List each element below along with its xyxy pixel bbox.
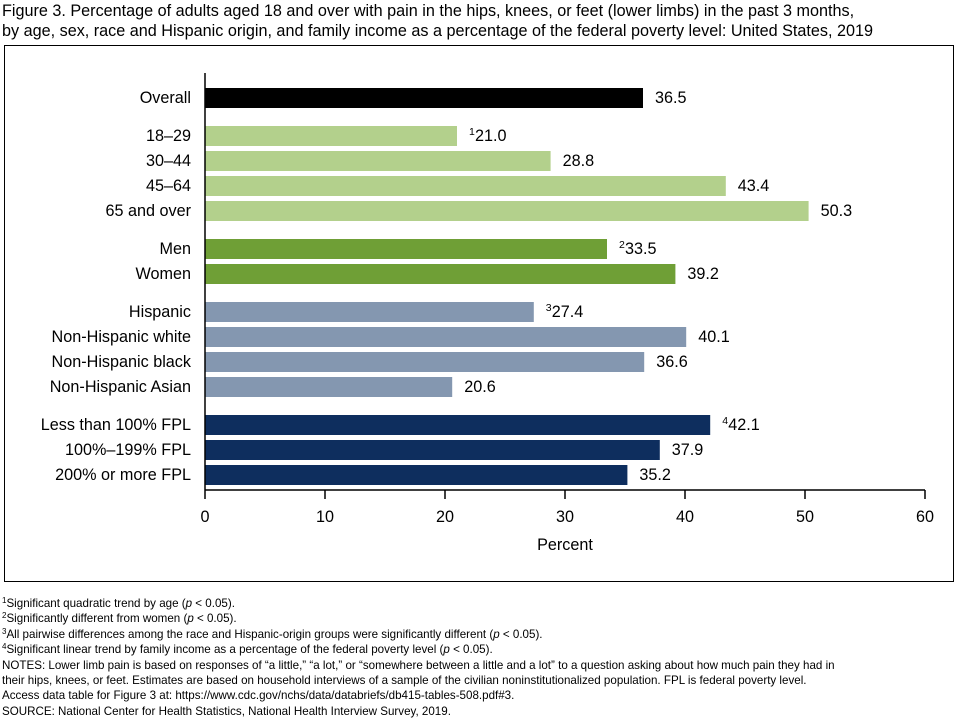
- value-label-45-64: 43.4: [738, 177, 770, 195]
- category-label-200-or-more-fpl: 200% or more FPL: [55, 466, 191, 484]
- value-label-100-199-fpl: 37.9: [672, 441, 704, 459]
- bar-chart: Overall 36.5 18–29 1 21.0 30–44 28.8 45–64 43.4 6…: [41, 73, 934, 554]
- footnote-1-tail: < 0.05).: [192, 597, 235, 610]
- source-note: SOURCE: National Center for Health Stati…: [2, 704, 451, 718]
- bar-non-hispanic-black: [205, 352, 645, 372]
- footnote-2: 2Significantly different from women (p <…: [2, 611, 958, 626]
- category-label-non-hispanic-white: Non-Hispanic white: [52, 328, 191, 346]
- x-tick-label-0: 0: [200, 508, 209, 526]
- footnote-2-text: Significantly different from women (: [6, 612, 188, 626]
- x-tick-label-20: 20: [436, 508, 454, 526]
- footnote-1-mark: 1: [2, 596, 7, 605]
- category-label-women: Women: [136, 265, 191, 283]
- value-label-overall: 36.5: [655, 89, 687, 107]
- value-label-women: 39.2: [687, 265, 719, 283]
- x-tick-label-40: 40: [676, 508, 694, 526]
- footnote-1: 1Significant quadratic trend by age (p <…: [2, 596, 958, 611]
- figure-title-line-1: Figure 3. Percentage of adults aged 18 a…: [2, 2, 855, 20]
- footnote-marker-less-than-100-fpl: 4: [722, 415, 728, 427]
- bar-overall: [205, 88, 643, 108]
- footnote-2-tail: < 0.05).: [193, 612, 237, 626]
- chart-frame: Overall 36.5 18–29 1 21.0 30–44 28.8 45–64 43.4 6…: [4, 45, 954, 582]
- x-tick-label-60: 60: [916, 508, 934, 526]
- value-label-30-44: 28.8: [563, 152, 595, 170]
- footnote-4-mark: 4: [2, 642, 7, 652]
- bar-women: [205, 264, 676, 284]
- figure-title-line-2: by age, sex, race and Hispanic origin, a…: [2, 22, 874, 40]
- category-label-18-29: 18–29: [146, 127, 191, 145]
- value-label-non-hispanic-asian: 20.6: [464, 378, 496, 396]
- x-axis-title: Percent: [537, 536, 593, 554]
- bar-less-than-100-fpl: [205, 415, 711, 435]
- footnote-3-text: All pairwise differences among the race …: [6, 627, 494, 641]
- value-label-hispanic: 27.4: [552, 303, 584, 321]
- bar-45-64: [205, 176, 726, 196]
- value-label-non-hispanic-white: 40.1: [698, 328, 730, 346]
- bar-200-or-more-fpl: [205, 465, 628, 485]
- bar-hispanic: [205, 302, 534, 322]
- value-label-non-hispanic-black: 36.6: [656, 353, 688, 371]
- footnote-3-mark: 3: [2, 626, 7, 636]
- value-label-men: 33.5: [625, 240, 657, 258]
- category-label-non-hispanic-asian: Non-Hispanic Asian: [50, 378, 191, 396]
- data-table-access: Access data table for Figure 3 at: https…: [2, 689, 515, 703]
- notes-line-1: NOTES: Lower limb pain is based on respo…: [2, 658, 835, 672]
- footnote-3: 3All pairwise differences among the race…: [2, 627, 958, 642]
- footnote-3-p: p: [493, 627, 500, 641]
- footnote-marker-18-29: 1: [469, 126, 475, 138]
- x-tick-label-50: 50: [796, 508, 814, 526]
- footnote-marker-hispanic: 3: [546, 302, 552, 314]
- category-label-100-199-fpl: 100%–199% FPL: [65, 441, 191, 459]
- bar-65-and-over: [205, 201, 809, 221]
- category-label-30-44: 30–44: [146, 152, 191, 170]
- footnote-4: 4Significant linear trend by family inco…: [2, 642, 958, 657]
- bar-men: [205, 239, 607, 259]
- bar-30-44: [205, 151, 551, 171]
- footnote-4-p: p: [443, 643, 450, 657]
- bar-100-199-fpl: [205, 440, 660, 460]
- footnote-2-mark: 2: [2, 611, 7, 621]
- category-label-45-64: 45–64: [146, 177, 191, 195]
- value-label-200-or-more-fpl: 35.2: [639, 466, 671, 484]
- figure-title: Figure 3. Percentage of adults aged 18 a…: [2, 1, 958, 41]
- value-label-18-29: 21.0: [475, 127, 507, 145]
- value-label-less-than-100-fpl: 42.1: [728, 416, 760, 434]
- category-label-non-hispanic-black: Non-Hispanic black: [52, 353, 192, 371]
- footnote-3-tail: < 0.05).: [499, 627, 543, 641]
- category-label-men: Men: [160, 240, 192, 258]
- notes-line-2: their hips, knees, or feet. Estimates ar…: [2, 674, 807, 688]
- footnote-2-p: p: [187, 612, 194, 626]
- footnote-marker-men: 2: [619, 239, 625, 251]
- footnote-1-text: Significant quadratic trend by age (: [6, 597, 186, 610]
- category-label-hispanic: Hispanic: [129, 303, 191, 321]
- bar-non-hispanic-white: [205, 327, 687, 347]
- x-tick-label-30: 30: [556, 508, 574, 526]
- footnote-4-text: Significant linear trend by family incom…: [6, 643, 444, 657]
- footnote-4-tail: < 0.05).: [449, 643, 493, 657]
- x-tick-label-10: 10: [316, 508, 334, 526]
- value-label-65-and-over: 50.3: [821, 202, 853, 220]
- footnotes: 1Significant quadratic trend by age (p <…: [2, 596, 958, 719]
- category-label-65-and-over: 65 and over: [106, 202, 192, 220]
- bar-non-hispanic-asian: [205, 377, 453, 397]
- bar-18-29: [205, 126, 457, 146]
- footnote-1-p: p: [185, 597, 193, 610]
- category-label-overall: Overall: [140, 89, 191, 107]
- category-label-less-than-100-fpl: Less than 100% FPL: [41, 416, 191, 434]
